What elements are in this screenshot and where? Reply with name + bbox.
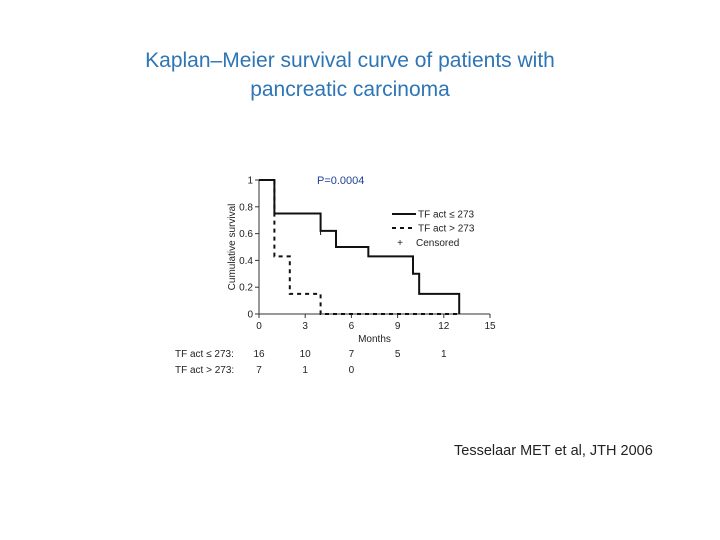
risk-value: 1 [302, 365, 308, 376]
x-tick-label: 3 [302, 321, 308, 332]
x-tick-label: 15 [484, 321, 496, 332]
number-at-risk-table: TF act ≤ 273: 16 10 7 5 1TF act > 273: 7 1 0 [175, 349, 447, 376]
slide-title: Kaplan–Meier survival curve of patients … [100, 46, 600, 104]
x-tick-label: 9 [395, 321, 401, 332]
risk-value: 0 [349, 365, 355, 376]
risk-value: 1 [441, 349, 447, 360]
legend-label-high-tf: TF act > 273 [418, 224, 475, 235]
risk-row-label: TF act ≤ 273: [175, 349, 234, 360]
x-tick-label: 12 [438, 321, 450, 332]
x-tick-label: 6 [349, 321, 355, 332]
risk-value: 5 [395, 349, 401, 360]
legend-label-censored: Censored [416, 238, 459, 249]
survival-curves [259, 179, 461, 315]
series-line-low-tf [259, 179, 461, 314]
chart-axes: 0 3 6 9 12 15 0 0.2 0.4 0.6 0.8 1 Months Cumulative s… [227, 175, 496, 345]
x-tick-label: 0 [256, 321, 262, 332]
citation: Tesselaar MET et al, JTH 2006 [454, 443, 653, 459]
risk-value: 7 [349, 349, 355, 360]
y-tick-label: 1 [247, 176, 253, 187]
p-value-annotation: P=0.0004 [317, 175, 364, 187]
chart-legend: TF act ≤ 273 TF act > 273 + Censored [392, 210, 475, 249]
y-tick-label: 0.6 [239, 229, 253, 240]
risk-value: 16 [253, 349, 265, 360]
slide-title-line-1: Kaplan–Meier survival curve of patients … [145, 49, 555, 72]
y-tick-label: 0 [247, 310, 253, 321]
risk-row-label: TF act > 273: [175, 365, 234, 376]
legend-label-low-tf: TF act ≤ 273 [418, 210, 475, 221]
y-tick-label: 0.2 [239, 283, 253, 294]
legend-censored-symbol: + [397, 238, 403, 249]
series-line-high-tf [259, 179, 460, 315]
x-axis-label: Months [358, 334, 391, 345]
slide-title-line-2: pancreatic carcinoma [250, 78, 450, 101]
risk-value: 10 [300, 349, 312, 360]
y-tick-label: 0.8 [239, 202, 253, 213]
y-axis-label: Cumulative survival [227, 204, 238, 291]
risk-value: 7 [256, 365, 262, 376]
y-tick-label: 0.4 [239, 256, 253, 267]
